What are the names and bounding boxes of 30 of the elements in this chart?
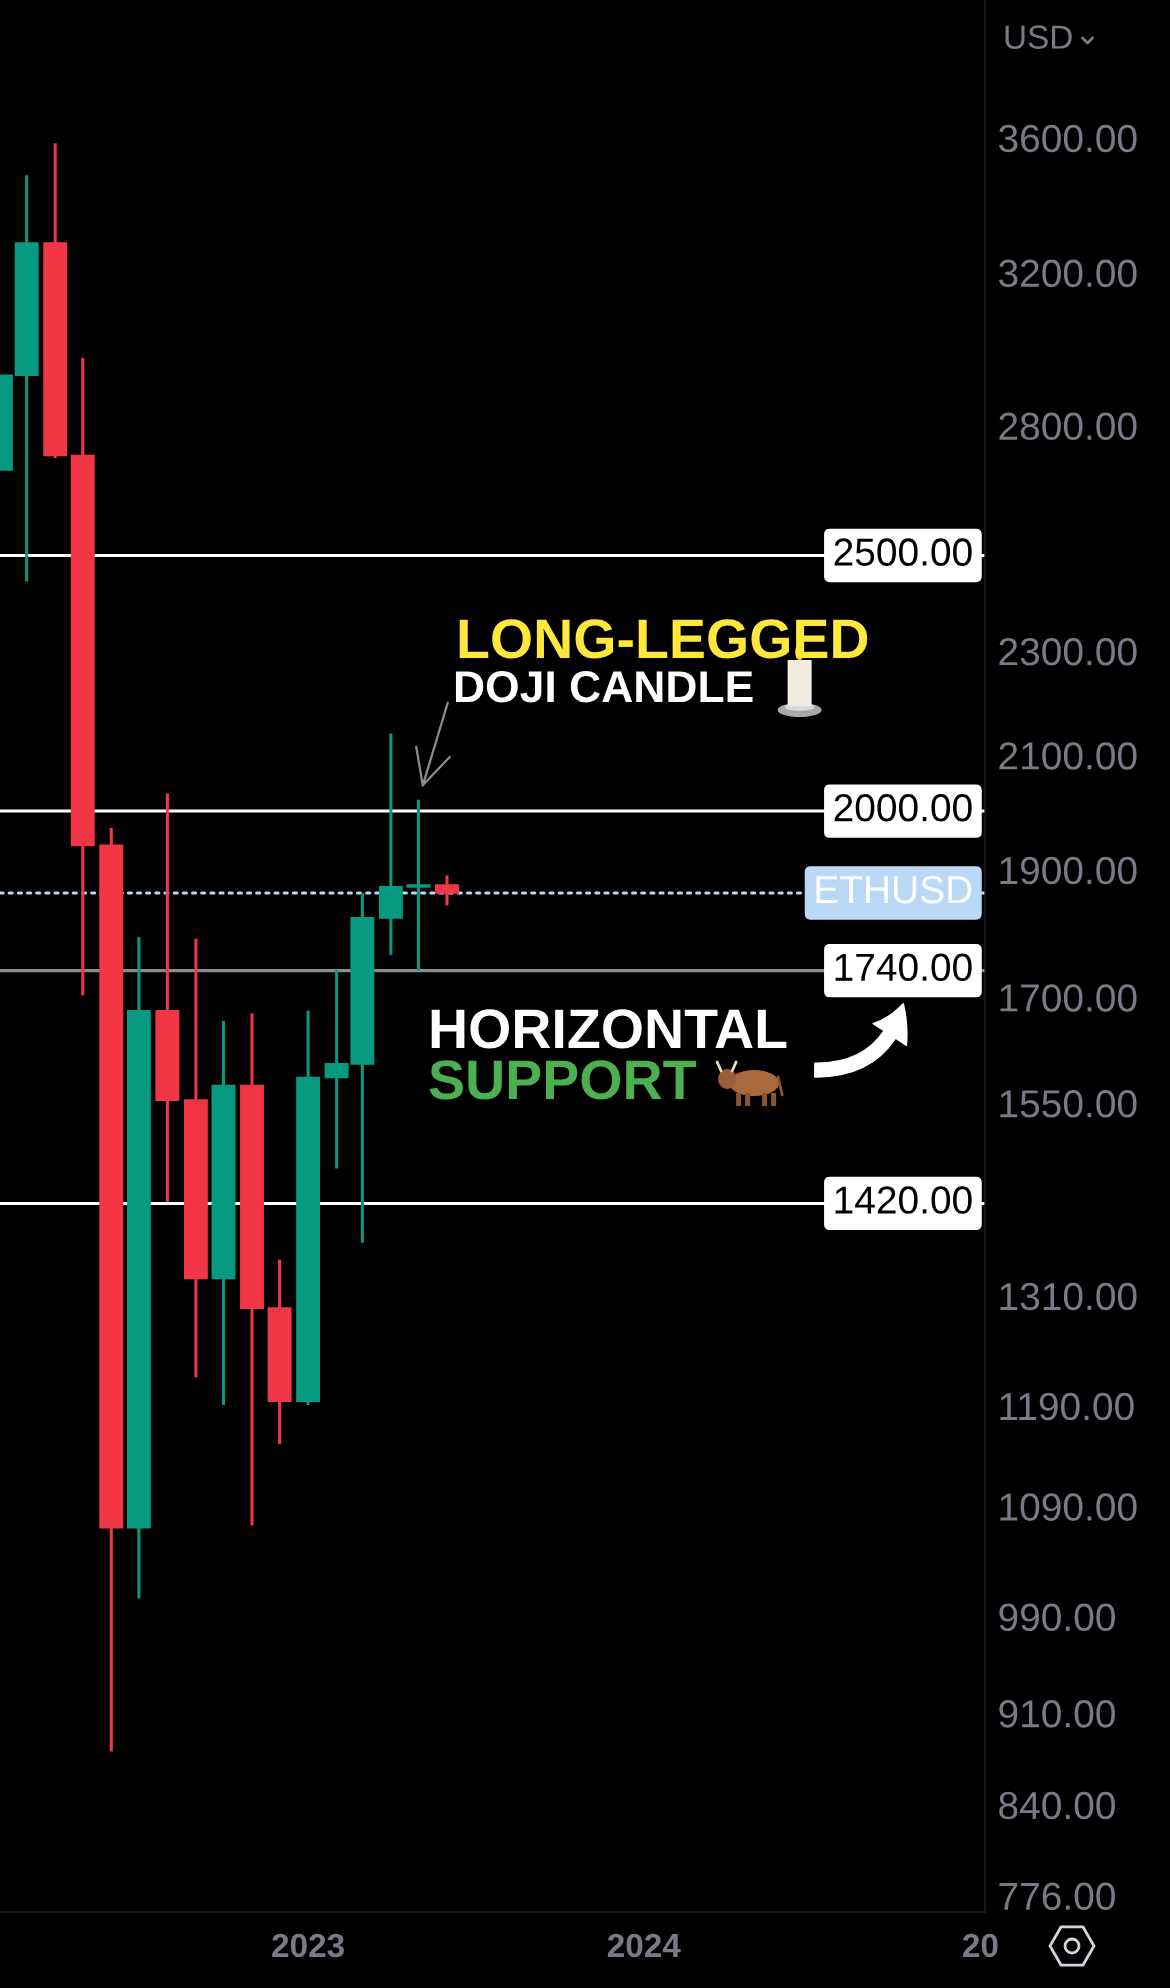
y-tick-label: 990.00 [999, 1603, 1115, 1632]
y-tick-label: 3600.00 [998, 124, 1137, 153]
y-tick-label: 2100.00 [999, 742, 1137, 770]
y-tick-label: 776.00 [999, 1882, 1115, 1911]
y-tick-label: 1700.00 [1000, 984, 1137, 1012]
candlestick [435, 875, 459, 906]
y-tick-label: 910.00 [999, 1700, 1115, 1728]
annotation: SUPPORT [429, 1060, 696, 1100]
ref-line-label: 1420.00 [835, 1186, 972, 1214]
y-tick-label: 1190.00 [1000, 1392, 1134, 1421]
y-tick-label: 1310.00 [1000, 1282, 1137, 1311]
ref-line-label: 2000.00 [834, 793, 972, 822]
y-tick-label: 1090.00 [1000, 1493, 1137, 1521]
y-tick-label: 840.00 [999, 1791, 1115, 1820]
ref-line-label: 2500.00 [834, 538, 972, 566]
annotation: LONG-LEGGED [459, 619, 868, 659]
y-tick-label: 2800.00 [999, 412, 1137, 441]
x-tick-label: 2024 [607, 1933, 681, 1958]
y-tick-label: 1550.00 [1000, 1090, 1137, 1118]
y-tick-label: 2300.00 [999, 637, 1137, 666]
x-tick-label: 20 [963, 1933, 998, 1958]
ref-line-label: ETHUSD [816, 875, 972, 904]
y-tick-label: 3200.00 [998, 259, 1137, 288]
y-tick-label: 1900.00 [1000, 856, 1137, 885]
x-tick-label: 2023 [272, 1933, 344, 1958]
candlestick [406, 799, 431, 971]
y-axis-title: USD [1005, 25, 1072, 49]
annotation: DOJI CANDLE [455, 670, 753, 703]
ref-line-label: 1740.00 [835, 953, 972, 982]
annotation: HORIZONTAL [431, 1009, 787, 1049]
